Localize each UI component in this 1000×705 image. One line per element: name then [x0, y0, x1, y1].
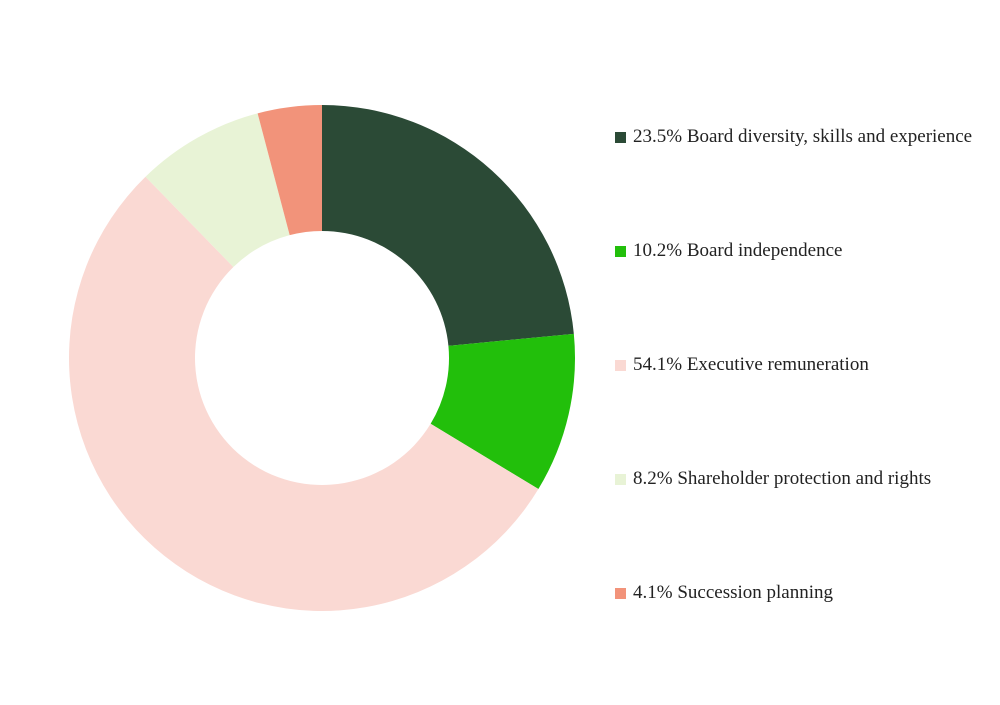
legend-value: 54.1% — [633, 354, 683, 375]
legend-value: 8.2% — [633, 468, 673, 489]
legend-label: Succession planning — [677, 582, 834, 603]
legend-text: 4.1% Succession planning — [633, 580, 833, 606]
legend-swatch — [615, 132, 626, 143]
legend-value: 4.1% — [633, 582, 673, 603]
legend-label: Executive remuneration — [686, 354, 869, 375]
legend-swatch — [615, 360, 626, 371]
legend-text: 10.2% Board independence — [633, 238, 842, 264]
legend-label: Board diversity, skills and experience — [686, 126, 973, 147]
legend-swatch — [615, 474, 626, 485]
donut-slice — [69, 176, 539, 611]
legend-text: 23.5% Board diversity, skills and experi… — [633, 124, 972, 150]
legend-label: Shareholder protection and rights — [677, 468, 932, 489]
legend-value: 23.5% — [633, 126, 683, 147]
legend-value: 10.2% — [633, 240, 683, 261]
legend-item: 4.1% Succession planning — [615, 580, 985, 606]
legend-text: 54.1% Executive remuneration — [633, 352, 869, 378]
donut-slice — [145, 113, 290, 268]
legend-item: 10.2% Board independence — [615, 238, 985, 264]
legend-swatch — [615, 588, 626, 599]
donut-slice — [257, 105, 322, 236]
donut-slice — [322, 105, 574, 346]
legend-item: 8.2% Shareholder protection and rights — [615, 466, 985, 492]
legend-label: Board independence — [686, 240, 843, 261]
legend-item: 23.5% Board diversity, skills and experi… — [615, 124, 985, 150]
legend-swatch — [615, 246, 626, 257]
donut-slice — [430, 333, 576, 490]
chart — [69, 105, 576, 611]
legend-item: 54.1% Executive remuneration — [615, 352, 985, 378]
legend-text: 8.2% Shareholder protection and rights — [633, 466, 931, 492]
